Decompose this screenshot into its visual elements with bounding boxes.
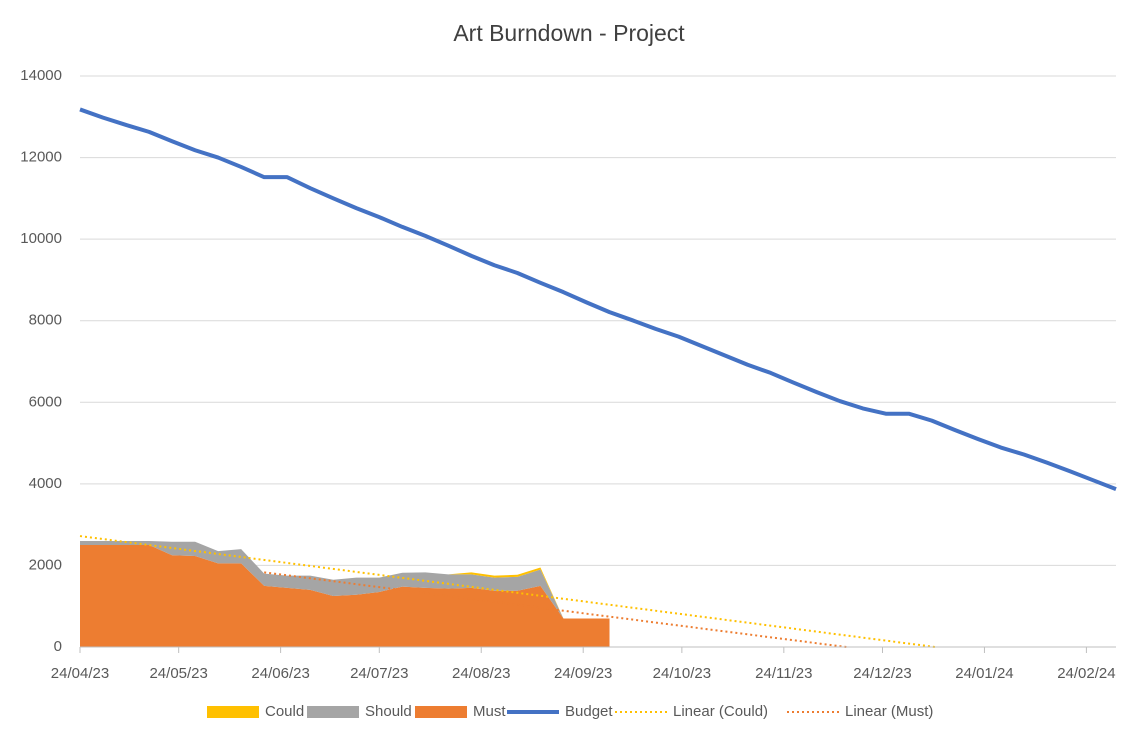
x-tick-label: 24/05/23 bbox=[149, 665, 207, 682]
x-tick-label: 24/12/23 bbox=[853, 665, 911, 682]
y-tick-label: 6000 bbox=[29, 393, 62, 410]
x-tick-label: 24/01/24 bbox=[955, 665, 1013, 682]
x-tick-label: 24/04/23 bbox=[51, 665, 109, 682]
legend-label: Linear (Must) bbox=[845, 703, 933, 720]
y-tick-label: 12000 bbox=[20, 149, 62, 166]
legend-label: Budget bbox=[565, 703, 613, 720]
legend-label: Linear (Could) bbox=[673, 703, 768, 720]
y-tick-label: 10000 bbox=[20, 230, 62, 247]
x-tick-label: 24/11/23 bbox=[755, 665, 812, 682]
y-tick-label: 4000 bbox=[29, 475, 62, 492]
legend-label: Must bbox=[473, 703, 506, 720]
legend-label: Could bbox=[265, 703, 304, 720]
y-tick-label: 0 bbox=[54, 638, 62, 655]
legend-swatch bbox=[307, 706, 359, 718]
x-tick-label: 24/06/23 bbox=[251, 665, 309, 682]
area bbox=[80, 545, 610, 647]
legend-label: Should bbox=[365, 703, 412, 720]
chart-title: Art Burndown - Project bbox=[453, 20, 685, 46]
x-tick-label: 24/07/23 bbox=[350, 665, 408, 682]
y-tick-label: 8000 bbox=[29, 312, 62, 329]
trend-line bbox=[79, 535, 936, 648]
legend-swatch bbox=[207, 706, 259, 718]
legend-swatch bbox=[415, 706, 467, 718]
y-tick-label: 14000 bbox=[20, 67, 62, 84]
x-tick-label: 24/08/23 bbox=[452, 665, 510, 682]
line bbox=[79, 107, 1117, 492]
x-tick-label: 24/10/23 bbox=[653, 665, 711, 682]
y-tick-label: 2000 bbox=[29, 556, 62, 573]
area bbox=[80, 540, 610, 619]
x-tick-label: 24/02/24 bbox=[1057, 665, 1115, 682]
x-tick-label: 24/09/23 bbox=[554, 665, 612, 682]
